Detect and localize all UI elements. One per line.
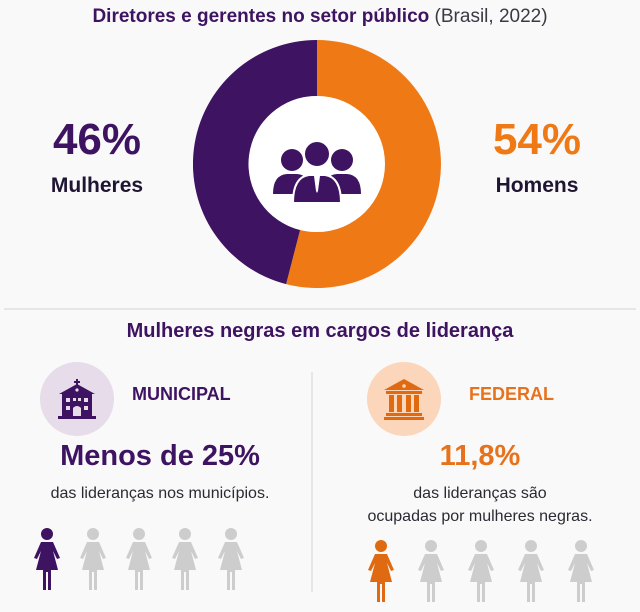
- woman-icon: [468, 540, 494, 602]
- municipal-pictogram: [32, 528, 246, 592]
- woman-icon: [518, 540, 544, 602]
- federal-description-line2: ocupadas por mulheres negras.: [367, 508, 593, 525]
- woman-icon: [218, 528, 244, 590]
- section-title: Mulheres negras em cargos de liderança: [126, 320, 514, 342]
- woman-icon: [418, 540, 444, 602]
- donut-slice-women: [193, 40, 317, 285]
- woman-icon: [568, 540, 594, 602]
- woman-icon: [172, 528, 198, 590]
- municipal-value: Menos de 25%: [60, 440, 260, 472]
- women-stat: 46% Mulheres: [12, 116, 182, 198]
- federal-icon-badge: [367, 362, 441, 436]
- federal-value: 11,8%: [439, 440, 521, 472]
- chart-title: Diretores e gerentes no setor público (B…: [0, 6, 640, 28]
- column-divider: [311, 372, 313, 592]
- woman-icon: [80, 528, 106, 590]
- municipal-description: das lideranças nos municípios.: [50, 485, 270, 502]
- woman-icon-highlighted: [34, 528, 60, 590]
- federal-description: das lideranças são ocupadas por mulheres…: [330, 482, 630, 528]
- men-label: Homens: [495, 174, 579, 197]
- men-stat: 54% Homens: [452, 116, 622, 198]
- federal-description-line1: das lideranças são: [413, 485, 547, 502]
- women-label: Mulheres: [50, 174, 144, 197]
- federal-pictogram: [366, 540, 596, 604]
- donut-chart: [193, 40, 441, 288]
- municipal-label: MUNICIPAL: [132, 384, 231, 404]
- federal-label: FEDERAL: [469, 384, 554, 404]
- donut-slice-men: [286, 40, 441, 288]
- title-main: Diretores e gerentes no setor público: [92, 6, 430, 27]
- section-divider: [4, 308, 636, 310]
- government-building-icon: [384, 379, 424, 420]
- men-percent: 54%: [492, 115, 582, 164]
- municipal-icon-badge: [40, 362, 114, 436]
- town-hall-icon: [58, 379, 96, 419]
- title-context: (Brasil, 2022): [434, 6, 548, 27]
- group-of-people-icon: [273, 140, 361, 204]
- woman-icon: [126, 528, 152, 590]
- woman-icon-highlighted: [368, 540, 394, 602]
- women-percent: 46%: [52, 115, 142, 164]
